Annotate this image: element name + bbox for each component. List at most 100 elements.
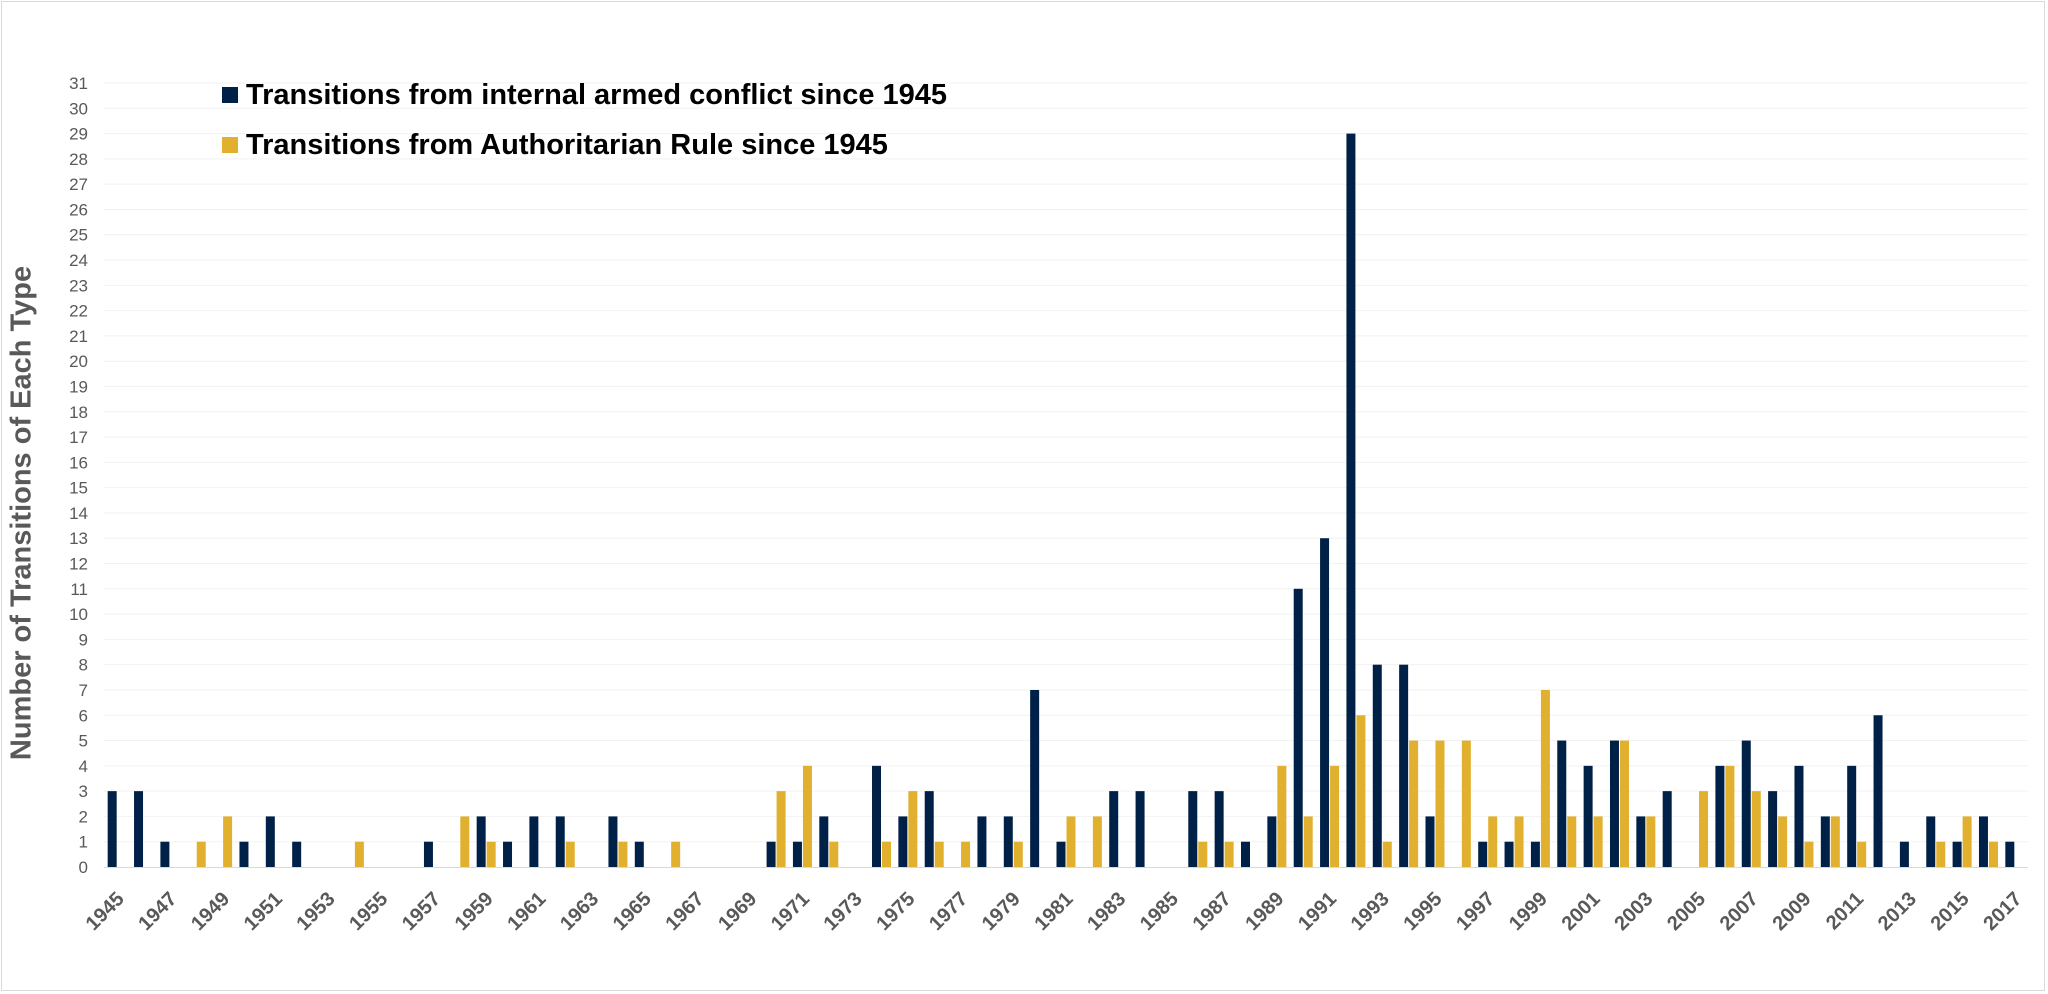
- bar-conflict: [292, 841, 302, 867]
- legend-label-authoritarian: Transitions from Authoritarian Rule sinc…: [246, 128, 888, 161]
- bar-authoritarian: [1540, 689, 1550, 867]
- x-tick-label: 1975: [872, 888, 919, 935]
- bar-authoritarian: [1461, 740, 1471, 867]
- bar-conflict: [423, 841, 433, 867]
- bar-authoritarian: [776, 791, 786, 867]
- y-tick-label: 11: [70, 580, 88, 599]
- bar-conflict: [555, 816, 565, 867]
- bar-authoritarian: [1330, 765, 1340, 867]
- bar-conflict: [898, 816, 908, 867]
- bar-authoritarian: [1382, 841, 1392, 867]
- y-tick-label: 6: [79, 706, 88, 725]
- y-tick-label: 4: [79, 757, 88, 776]
- y-axis-title: Number of Transitions of Each Type: [5, 265, 38, 761]
- x-tick-label: 1999: [1505, 888, 1552, 935]
- legend: Transitions from internal armed conflict…: [222, 70, 947, 170]
- legend-swatch-conflict: [222, 87, 238, 103]
- bar-conflict: [1768, 791, 1778, 867]
- x-tick-label: 2001: [1558, 888, 1605, 935]
- bar-conflict: [1135, 791, 1145, 867]
- x-tick-label: 1957: [398, 888, 445, 935]
- x-tick-label: 1951: [240, 888, 287, 935]
- x-tick-label: 1995: [1399, 888, 1446, 935]
- bar-authoritarian: [1066, 816, 1076, 867]
- bar-authoritarian: [1303, 816, 1313, 867]
- y-tick-label: 21: [69, 327, 88, 346]
- x-tick-label: 1961: [503, 888, 550, 935]
- bar-conflict: [160, 841, 170, 867]
- bar-conflict: [1109, 791, 1119, 867]
- y-tick-label: 26: [69, 200, 88, 219]
- y-tick-label: 19: [69, 377, 88, 396]
- bar-authoritarian: [961, 841, 971, 867]
- y-tick-label: 14: [69, 504, 88, 523]
- x-tick-label: 2013: [1874, 888, 1921, 935]
- y-tick-label: 5: [79, 732, 88, 751]
- y-tick-label: 25: [69, 226, 88, 245]
- x-tick-label: 1985: [1136, 888, 1183, 935]
- x-tick-label: 1967: [662, 888, 709, 935]
- y-tick-label: 18: [69, 403, 88, 422]
- x-tick-label: 1977: [925, 888, 972, 935]
- bar-conflict: [1293, 588, 1303, 867]
- bar-authoritarian: [1699, 791, 1709, 867]
- bar-authoritarian: [1567, 816, 1577, 867]
- x-tick-label: 1997: [1452, 888, 1499, 935]
- y-tick-label: 0: [79, 858, 88, 877]
- bar-conflict: [1346, 133, 1356, 868]
- bar-conflict: [1530, 841, 1540, 867]
- bar-authoritarian: [460, 816, 470, 867]
- bar-conflict: [1372, 664, 1382, 867]
- bar-conflict: [1794, 765, 1804, 867]
- bar-authoritarian: [1356, 715, 1366, 867]
- bar-conflict: [1240, 841, 1250, 867]
- x-tick-label: 1969: [714, 888, 761, 935]
- x-tick-label: 1947: [134, 888, 181, 935]
- bar-authoritarian: [1751, 791, 1761, 867]
- bar-authoritarian: [1962, 816, 1972, 867]
- bar-conflict: [107, 791, 117, 867]
- bar-authoritarian: [1936, 841, 1946, 867]
- x-tick-label: 1981: [1031, 888, 1078, 935]
- bar-conflict: [1847, 765, 1857, 867]
- x-tick-label: 1991: [1294, 888, 1341, 935]
- bar-conflict: [1952, 841, 1962, 867]
- y-tick-label: 9: [79, 630, 88, 649]
- bar-conflict: [1478, 841, 1488, 867]
- bar-authoritarian: [1988, 841, 1998, 867]
- x-tick-label: 1959: [451, 888, 498, 935]
- bar-conflict: [1715, 765, 1725, 867]
- bar-conflict: [1030, 689, 1040, 867]
- y-tick-label: 10: [69, 605, 88, 624]
- bar-conflict: [1504, 841, 1514, 867]
- bar-authoritarian: [1646, 816, 1656, 867]
- legend-label-conflict: Transitions from internal armed conflict…: [246, 78, 948, 111]
- bar-conflict: [1873, 715, 1883, 867]
- bar-authoritarian: [1409, 740, 1419, 867]
- x-tick-label: 2015: [1927, 888, 1974, 935]
- legend-item-conflict: Transitions from internal armed conflict…: [222, 70, 947, 120]
- bar-authoritarian: [1857, 841, 1867, 867]
- bar-authoritarian: [1804, 841, 1814, 867]
- y-tick-label: 23: [69, 276, 88, 295]
- bar-authoritarian: [1013, 841, 1023, 867]
- y-tick-label: 16: [69, 453, 88, 472]
- y-tick-label: 29: [69, 125, 88, 144]
- bar-conflict: [977, 816, 987, 867]
- bar-conflict: [1003, 816, 1013, 867]
- legend-item-authoritarian: Transitions from Authoritarian Rule sinc…: [222, 120, 947, 170]
- y-tick-label: 1: [79, 833, 88, 852]
- bar-conflict: [1609, 740, 1619, 867]
- y-tick-label: 20: [69, 352, 88, 371]
- bar-authoritarian: [1092, 816, 1102, 867]
- x-tick-label: 1965: [609, 888, 656, 935]
- x-tick-label: 1973: [820, 888, 867, 935]
- bar-authoritarian: [565, 841, 575, 867]
- bar-conflict: [1214, 791, 1224, 867]
- bar-conflict: [1267, 816, 1277, 867]
- x-tick-label: 2003: [1610, 888, 1657, 935]
- bar-conflict: [1926, 816, 1936, 867]
- x-tick-label: 2005: [1663, 888, 1710, 935]
- y-tick-label: 27: [69, 175, 88, 194]
- bar-authoritarian: [882, 841, 892, 867]
